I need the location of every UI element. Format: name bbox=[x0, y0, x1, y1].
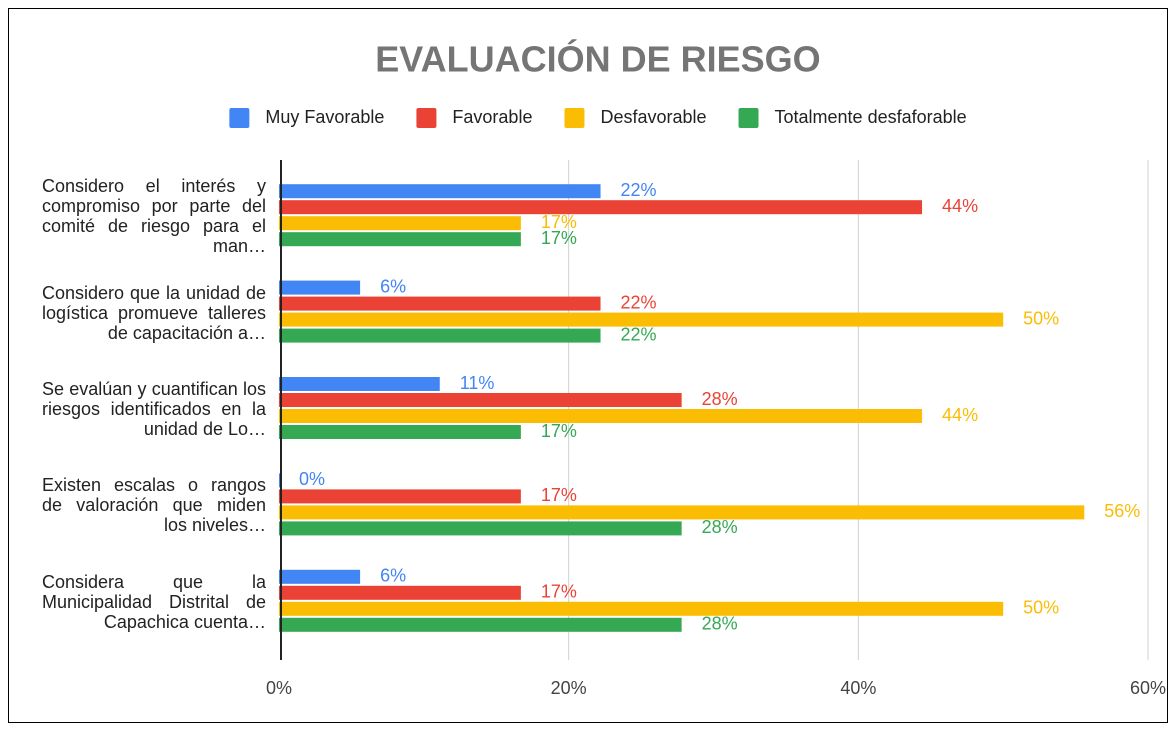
legend-label: Muy Favorable bbox=[265, 107, 384, 127]
bar bbox=[279, 585, 521, 600]
value-label: 0% bbox=[299, 469, 325, 489]
x-tick-label: 60% bbox=[1130, 678, 1166, 698]
value-label: 28% bbox=[702, 614, 738, 634]
bar bbox=[279, 296, 601, 311]
legend-swatch bbox=[738, 108, 759, 128]
bar bbox=[279, 505, 1085, 520]
bar bbox=[279, 377, 440, 391]
bar bbox=[279, 489, 521, 504]
value-label: 17% bbox=[541, 485, 577, 505]
bar bbox=[279, 216, 521, 231]
y-tick-label: Se evalúan y cuantifican los riesgos ide… bbox=[42, 361, 266, 457]
value-label: 6% bbox=[380, 566, 406, 586]
bar bbox=[279, 232, 521, 247]
y-tick-label: Considera que la Municipalidad Distrital… bbox=[42, 554, 266, 650]
bar bbox=[279, 409, 923, 423]
value-label: 17% bbox=[541, 421, 577, 441]
value-label: 22% bbox=[621, 180, 657, 200]
value-label: 44% bbox=[942, 405, 978, 425]
value-label: 17% bbox=[541, 582, 577, 602]
bar bbox=[279, 328, 601, 343]
y-tick-label: Existen escalas o rangos de valoración q… bbox=[42, 457, 266, 553]
value-label: 22% bbox=[621, 324, 657, 344]
y-tick-text: Existen escalas o rangos de valoración q… bbox=[42, 475, 266, 536]
x-tick-label: 40% bbox=[840, 678, 876, 698]
bar bbox=[279, 393, 682, 407]
bar bbox=[279, 312, 1004, 327]
value-label: 28% bbox=[702, 517, 738, 537]
x-tick-label: 0% bbox=[266, 678, 292, 698]
bar bbox=[279, 617, 682, 632]
value-label: 6% bbox=[380, 276, 406, 296]
y-tick-label: Considero que la unidad de logística pro… bbox=[42, 264, 266, 360]
value-label: 11% bbox=[460, 373, 495, 393]
value-label: 17% bbox=[541, 228, 577, 248]
legend-label: Favorable bbox=[452, 107, 532, 127]
legend-swatch bbox=[229, 108, 250, 128]
value-label: 50% bbox=[1023, 598, 1059, 618]
y-tick-text: Considero el interés y compromiso por pa… bbox=[42, 176, 266, 257]
value-label: 56% bbox=[1104, 501, 1140, 521]
bar bbox=[279, 425, 521, 439]
bar bbox=[279, 184, 601, 199]
y-tick-label: Considero el interés y compromiso por pa… bbox=[42, 168, 266, 264]
y-tick-text: Se evalúan y cuantifican los riesgos ide… bbox=[42, 378, 266, 439]
value-label: 17% bbox=[541, 212, 577, 232]
bar bbox=[279, 569, 361, 584]
value-label: 44% bbox=[942, 196, 978, 216]
bar bbox=[279, 280, 361, 295]
bar bbox=[279, 601, 1004, 616]
value-label: 28% bbox=[702, 389, 738, 409]
y-tick-text: Considero que la unidad de logística pro… bbox=[42, 282, 266, 343]
y-tick-text: Considera que la Municipalidad Distrital… bbox=[42, 571, 266, 632]
bar bbox=[279, 521, 682, 536]
x-tick-label: 20% bbox=[551, 678, 587, 698]
legend-label: Totalmente desfaforable bbox=[775, 107, 967, 127]
value-label: 22% bbox=[621, 292, 657, 312]
chart-title: EVALUACIÓN DE RIESGO bbox=[375, 38, 820, 80]
legend-swatch bbox=[564, 108, 585, 128]
bar bbox=[279, 200, 923, 215]
legend-label: Desfavorable bbox=[600, 107, 706, 127]
value-label: 50% bbox=[1023, 308, 1059, 328]
legend-swatch bbox=[416, 108, 437, 128]
